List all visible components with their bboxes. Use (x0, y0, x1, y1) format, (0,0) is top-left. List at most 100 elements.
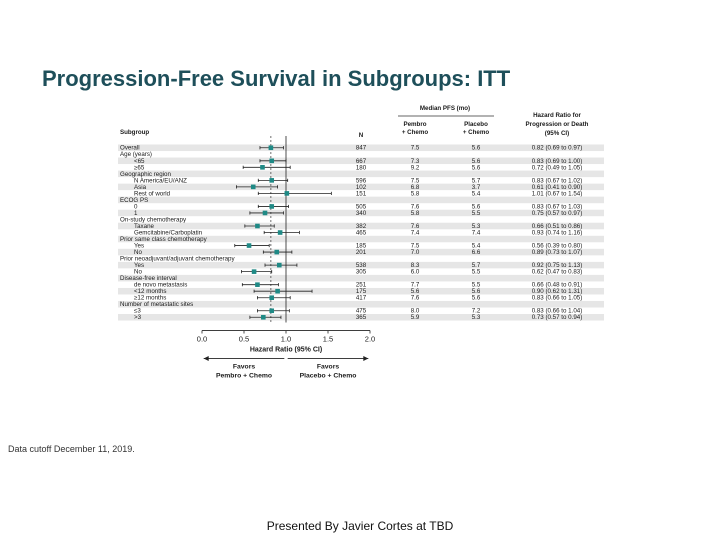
favors-right-label: Favors (317, 364, 340, 371)
x-tick-label: 1.0 (281, 335, 291, 344)
placebo-median: 6.6 (472, 249, 481, 256)
subgroup-label: Overall (120, 145, 140, 152)
placebo-median: 5.6 (472, 145, 481, 152)
x-tick-label: 2.0 (365, 335, 375, 344)
hazard-ratio-text: 0.83 (0.67 to 1.02) (532, 177, 583, 184)
row-shade (118, 222, 604, 230)
n-value: 667 (356, 158, 367, 165)
row-shade (118, 235, 604, 243)
pembro-median: 7.4 (411, 229, 420, 236)
placebo-median: 5.5 (472, 210, 481, 217)
n-value: 538 (356, 262, 367, 269)
hr-point (260, 165, 265, 170)
pembro-median: 8.3 (411, 262, 420, 269)
placebo-median: 5.6 (472, 295, 481, 302)
placebo-median: 5.5 (472, 269, 481, 276)
hazard-ratio-text: 0.93 (0.74 to 1.16) (532, 229, 583, 236)
pembro-median: 6.0 (411, 269, 420, 276)
pembro-median: 6.8 (411, 184, 420, 191)
subgroup-label: Rest of world (134, 190, 171, 197)
placebo-median: 5.7 (472, 262, 481, 269)
n-value: 185 (356, 243, 367, 250)
hr-point (277, 230, 283, 235)
header-subgroup: Subgroup (120, 129, 149, 136)
subgroup-label: ≤3 (134, 308, 141, 315)
header-pembro-line: + Chemo (402, 129, 429, 136)
subgroup-label: Yes (134, 243, 144, 250)
pembro-median: 7.5 (411, 177, 420, 184)
pembro-median: 5.8 (411, 210, 420, 217)
hr-point (261, 314, 266, 320)
favors-left-label: Pembro + Chemo (216, 373, 272, 380)
row-shade (118, 157, 604, 165)
hazard-ratio-text: 1.01 (0.67 to 1.54) (532, 190, 583, 197)
subgroup-label: 1 (134, 210, 138, 217)
hazard-ratio-text: 0.83 (0.67 to 1.03) (532, 203, 583, 210)
placebo-median: 5.6 (472, 158, 481, 165)
pembro-median: 7.6 (411, 295, 420, 302)
subgroup-label: No (134, 249, 142, 256)
hazard-ratio-text: 0.89 (0.73 to 1.07) (532, 249, 583, 256)
pembro-median: 7.6 (411, 203, 420, 210)
subgroup-label: ECOG PS (120, 197, 148, 204)
placebo-median: 5.6 (472, 164, 481, 171)
subgroup-label: <12 months (134, 288, 167, 295)
n-value: 847 (356, 145, 367, 152)
n-value: 251 (356, 282, 367, 289)
pembro-median: 5.8 (411, 190, 420, 197)
presenter-footer: Presented By Javier Cortes at TBD (266, 519, 454, 533)
n-value: 475 (356, 308, 367, 315)
row-shade (118, 287, 604, 295)
row-shade (118, 183, 604, 191)
n-value: 596 (356, 177, 367, 184)
hr-point (269, 158, 275, 164)
row-shade (118, 144, 604, 152)
pembro-median: 7.3 (411, 158, 420, 165)
subgroup-label: Yes (134, 262, 144, 269)
hazard-ratio-text: 0.82 (0.69 to 0.97) (532, 145, 583, 152)
placebo-median: 3.7 (472, 184, 481, 191)
hazard-ratio-text: 0.72 (0.49 to 1.05) (532, 164, 583, 171)
x-tick-label: 0.0 (197, 335, 207, 344)
hazard-ratio-text: 0.83 (0.66 to 1.04) (532, 308, 583, 315)
subgroup-label: Prior neoadjuvant/adjuvant chemotherapy (120, 256, 235, 263)
header-placebo-line: + Chemo (463, 129, 490, 136)
placebo-median: 5.6 (472, 203, 481, 210)
x-tick-label: 0.5 (239, 335, 249, 344)
row-shade (118, 196, 604, 204)
row-shade (118, 274, 604, 282)
hr-point (269, 308, 275, 314)
hazard-ratio-text: 0.92 (0.75 to 1.13) (532, 262, 583, 269)
subgroup-label: ≥12 months (134, 295, 166, 302)
x-axis-label: Hazard Ratio (95% CI) (250, 347, 322, 354)
subgroup-label: Taxane (134, 223, 155, 230)
subgroup-label: Gemcitabine/Carboplatin (134, 229, 203, 236)
favors-right-arrowhead (363, 356, 369, 362)
hazard-ratio-text: 0.62 (0.47 to 0.83) (532, 269, 583, 276)
hr-point (274, 249, 280, 255)
hazard-ratio-text: 0.61 (0.41 to 0.90) (532, 184, 583, 191)
header-placebo-line: Placebo (464, 121, 488, 128)
header-hr-line: Progression or Death (526, 121, 589, 128)
subgroup-label: >3 (134, 314, 142, 321)
row-shade (118, 314, 604, 321)
hr-point (262, 210, 268, 216)
n-value: 340 (356, 210, 367, 217)
pembro-median: 5.9 (411, 314, 420, 321)
n-value: 180 (356, 164, 367, 171)
hr-point (246, 243, 252, 248)
page-title: Progression-Free Survival in Subgroups: … (42, 66, 511, 91)
subgroup-label: Asia (134, 184, 147, 191)
pembro-median: 8.0 (411, 308, 420, 315)
subgroup-label: No (134, 269, 142, 276)
pembro-median: 7.7 (411, 282, 420, 289)
favors-left-label: Favors (233, 364, 256, 371)
hr-point (255, 282, 260, 287)
placebo-median: 5.3 (472, 314, 481, 321)
row-shade (118, 248, 604, 256)
hr-point (284, 191, 290, 196)
hr-point (269, 204, 275, 209)
subgroup-label: Age (years) (120, 151, 152, 158)
placebo-median: 5.5 (472, 282, 481, 289)
